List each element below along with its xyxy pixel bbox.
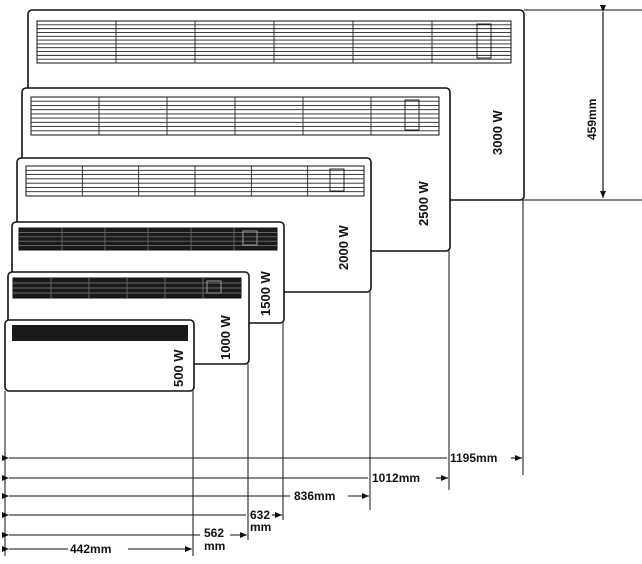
width-632-label-line1: 632 bbox=[250, 508, 270, 522]
heater-3000w-grille bbox=[36, 20, 512, 64]
heater-1000w-label: 1000 W bbox=[218, 314, 233, 360]
heater-1000w-grille bbox=[12, 277, 242, 299]
heater-500w-grille bbox=[12, 325, 188, 341]
heater-2000w-label: 2000 W bbox=[336, 224, 351, 270]
height-dimension-label: 459mm bbox=[585, 99, 599, 140]
width-dimension-562: 562 mm bbox=[2, 526, 247, 553]
heater-3000w-label: 3000 W bbox=[490, 109, 505, 155]
width-632-label-line2: mm bbox=[250, 520, 271, 534]
width-dimension-632: 632 mm bbox=[2, 508, 282, 534]
heater-500w: 500 W bbox=[4, 319, 195, 392]
heater-1500w-grille bbox=[18, 227, 278, 251]
width-1195-label: 1195mm bbox=[450, 451, 497, 465]
heater-1500w-label: 1500 W bbox=[258, 270, 273, 316]
width-dimension-836: 836mm bbox=[2, 489, 369, 503]
width-dimension-1012: 1012mm bbox=[2, 471, 448, 485]
width-442-label: 442mm bbox=[70, 542, 111, 556]
width-1012-label: 1012mm bbox=[372, 471, 420, 485]
width-562-label-line2: mm bbox=[204, 539, 225, 553]
width-836-label: 836mm bbox=[294, 489, 335, 503]
width-dimension-1195: 1195mm bbox=[2, 451, 522, 465]
heater-500w-label: 500 W bbox=[171, 349, 186, 387]
extension-lines bbox=[4, 9, 642, 556]
heater-2500w-grille bbox=[30, 96, 440, 136]
height-dimension: 459mm bbox=[585, 5, 606, 198]
heater-2500w-label: 2500 W bbox=[416, 180, 431, 226]
width-562-label-line1: 562 bbox=[204, 526, 224, 540]
heater-2000w-grille bbox=[25, 165, 365, 197]
width-dimension-442: 442mm bbox=[2, 542, 192, 556]
